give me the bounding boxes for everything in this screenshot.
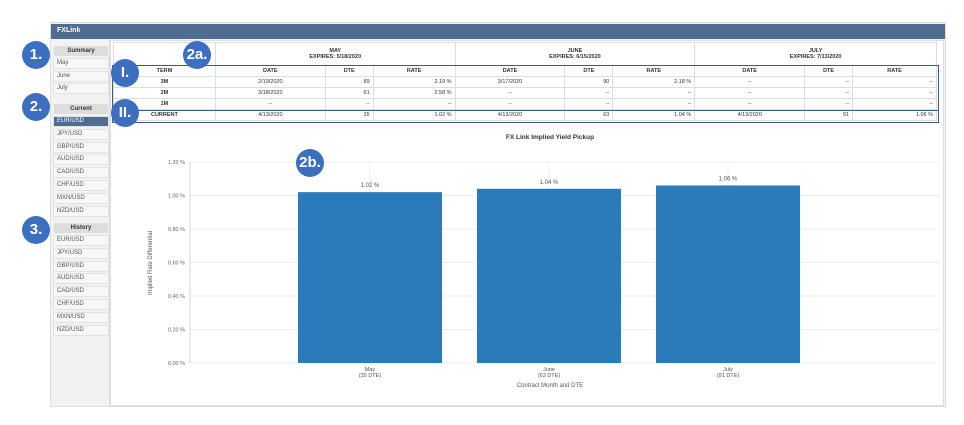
window-title: FXLink — [51, 24, 945, 39]
x-tick-sublabel: (63 DTE) — [538, 373, 560, 379]
annotation-badge-3: 3. — [22, 216, 50, 244]
sidebar-item-summary-june[interactable]: June — [53, 70, 109, 82]
sidebar-item-history-nzd-usd[interactable]: NZD/USD — [53, 324, 109, 336]
sidebar-item-history-gbp-usd[interactable]: GBP/USD — [53, 260, 109, 272]
table-row: 3M 2/19/2020 89 2.19 % 3/17/2020 90 2.18 % -- --… — [113, 76, 937, 88]
table-cell: -- — [564, 98, 614, 110]
section-summary: Summary — [54, 46, 108, 56]
sidebar-item-summary-july[interactable]: July — [53, 83, 109, 94]
x-tick-sublabel: (35 DTE) — [359, 373, 381, 379]
sidebar-item-current-eur-usd[interactable]: EUR/USD — [53, 116, 109, 127]
x-axis-title: Contract Month and DTE — [517, 383, 583, 389]
annotation-badge-2b: 2b. — [296, 149, 324, 177]
y-tick-label: 1.20 % — [168, 160, 185, 166]
x-tick-sublabel: (91 DTE) — [717, 373, 739, 379]
y-tick-label: 0.80 % — [168, 227, 185, 233]
y-axis-title: Implied Rate Differential — [148, 231, 154, 295]
sidebar: Summary May June July Current EUR/USD JPY/USD G… — [52, 40, 110, 406]
y-tick-label: 0.00 % — [168, 361, 185, 367]
yield-chart: FX Link Implied Yield Pickup 0.00 % 0.20 %… — [148, 134, 940, 389]
y-tick-label: 0.20 % — [168, 328, 185, 334]
section-history: History — [54, 223, 108, 233]
sidebar-item-summary-may[interactable]: May — [53, 58, 109, 69]
x-tick-label: June — [543, 367, 555, 373]
chart-title: FX Link Implied Yield Pickup — [506, 134, 594, 141]
annotation-badge-2a: 2a. — [183, 41, 211, 69]
sidebar-item-history-mxn-usd[interactable]: MXN/USD — [53, 311, 109, 323]
y-tick-label: 0.60 % — [168, 261, 185, 267]
x-tick-label: May — [365, 367, 376, 373]
history-rows-outline — [112, 65, 939, 111]
sidebar-item-current-chf-usd[interactable]: CHF/USD — [53, 180, 109, 191]
sidebar-item-history-cad-usd[interactable]: CAD/USD — [53, 286, 109, 298]
section-current: Current — [54, 104, 108, 114]
bar-value-label: 1.04 % — [540, 180, 559, 186]
annotation-badge-2: 2. — [22, 93, 50, 121]
month-header-june: JUNE EXPIRES: 6/15/2020 — [454, 42, 696, 66]
bar-may — [298, 192, 442, 363]
bar-july — [656, 185, 800, 363]
sidebar-item-current-aud-usd[interactable]: AUD/USD — [53, 154, 109, 166]
current-row-outline — [112, 110, 939, 123]
month-header-july: JULY EXPIRES: 7/13/2020 — [694, 42, 937, 66]
sidebar-item-history-jpy-usd[interactable]: JPY/USD — [53, 247, 109, 259]
x-tick-label: July — [723, 367, 733, 373]
bar-value-label: 1.06 % — [719, 176, 738, 182]
bar-june — [477, 188, 621, 363]
bar-value-label: 1.02 % — [361, 183, 380, 189]
sidebar-item-current-nzd-usd[interactable]: NZD/USD — [53, 205, 109, 217]
table-row: 2M 3/18/2020 61 2.58 % -- -- -- -- -- -- — [113, 87, 937, 99]
sidebar-item-current-mxn-usd[interactable]: MXN/USD — [53, 192, 109, 204]
annotation-badge-ii: II. — [111, 99, 139, 127]
sidebar-item-history-aud-usd[interactable]: AUD/USD — [53, 273, 109, 285]
annotation-badge-1: 1. — [22, 41, 50, 69]
y-tick-label: 0.40 % — [168, 294, 185, 300]
month-header-may: MAY EXPIRES: 5/18/2020 — [214, 42, 456, 66]
sidebar-item-history-eur-usd[interactable]: EUR/USD — [53, 235, 109, 246]
sidebar-item-current-jpy-usd[interactable]: JPY/USD — [53, 128, 109, 140]
sidebar-item-history-chf-usd[interactable]: CHF/USD — [53, 299, 109, 310]
sidebar-item-current-cad-usd[interactable]: CAD/USD — [53, 167, 109, 179]
y-tick-label: 1.00 % — [168, 194, 185, 200]
sidebar-item-current-gbp-usd[interactable]: GBP/USD — [53, 141, 109, 153]
annotation-badge-i: I. — [111, 59, 139, 87]
